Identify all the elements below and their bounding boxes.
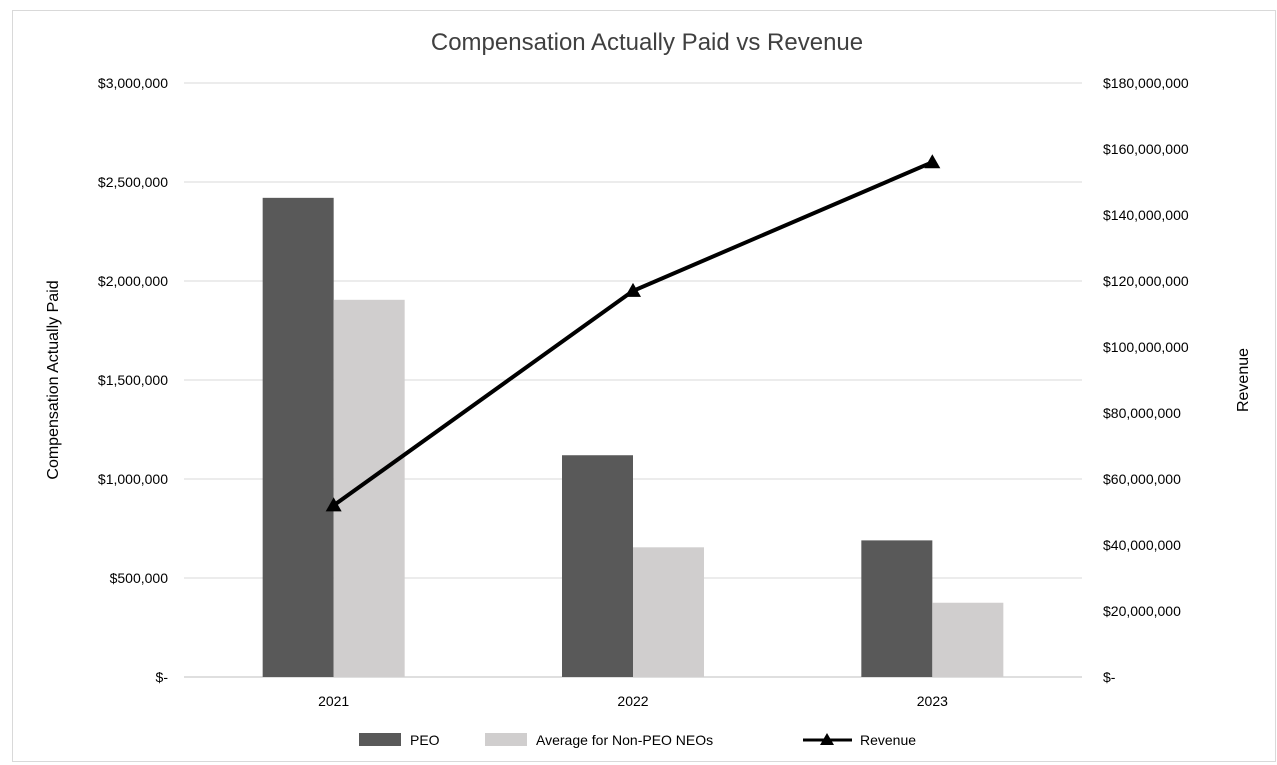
y2-axis-label: Revenue: [1235, 348, 1252, 412]
revenue-line-path: [332, 160, 934, 508]
legend-marker-revenue: [820, 733, 834, 745]
y2-tick-label: $100,000,000: [1103, 339, 1189, 355]
revenue-point-2021: [325, 497, 342, 512]
y-tick-label: $1,500,000: [98, 372, 168, 388]
legend-swatch-peo: [359, 733, 401, 746]
legend-label-revenue: Revenue: [860, 732, 916, 748]
bars: [262, 197, 1004, 677]
bar-average-for-non-peo-neos-2023: [932, 602, 1004, 677]
y-axis-label: Compensation Actually Paid: [45, 280, 62, 479]
y-tick-label: $3,000,000: [98, 75, 168, 91]
y-tick-label: $2,500,000: [98, 174, 168, 190]
y2-tick-label: $180,000,000: [1103, 75, 1189, 91]
y2-tick-label: $40,000,000: [1103, 537, 1181, 553]
chart-frame: [12, 10, 1276, 762]
y-axis-ticks: $- $500,000 $1,000,000 $1,500,000 $2,000,000…: [98, 75, 168, 685]
y2-axis-ticks: $- $20,000,000 $40,000,000 $60,000,000 $80,0…: [1103, 75, 1189, 685]
bar-average-for-non-peo-neos-2021: [333, 299, 405, 677]
y-tick-label: $1,000,000: [98, 471, 168, 487]
y2-tick-label: $140,000,000: [1103, 207, 1189, 223]
y2-tick-label: $-: [1103, 669, 1116, 685]
y2-tick-label: $80,000,000: [1103, 405, 1181, 421]
legend: PEO Average for Non-PEO NEOs Revenue: [359, 732, 916, 748]
revenue-point-2023: [924, 154, 941, 169]
bar-average-for-non-peo-neos-2022: [633, 547, 704, 677]
y2-tick-label: $60,000,000: [1103, 471, 1181, 487]
x-tick-label: 2022: [617, 693, 648, 709]
y-tick-label: $2,000,000: [98, 273, 168, 289]
x-axis-ticks: 2021 2022 2023: [318, 693, 948, 709]
y2-tick-label: $160,000,000: [1103, 141, 1189, 157]
revenue-line: [325, 154, 941, 512]
bar-peo-2021: [262, 197, 334, 677]
legend-label-non-peo: Average for Non-PEO NEOs: [536, 732, 713, 748]
chart-title: Compensation Actually Paid vs Revenue: [431, 29, 863, 56]
revenue-point-2022: [625, 282, 641, 297]
legend-label-peo: PEO: [410, 732, 440, 748]
bar-peo-2023: [861, 540, 933, 677]
y-tick-label: $-: [156, 669, 169, 685]
bar-peo-2022: [562, 455, 633, 677]
legend-swatch-non-peo: [485, 733, 527, 746]
y-tick-label: $500,000: [110, 570, 169, 586]
x-tick-label: 2021: [318, 693, 349, 709]
y2-tick-label: $20,000,000: [1103, 603, 1181, 619]
x-tick-label: 2023: [917, 693, 948, 709]
y2-tick-label: $120,000,000: [1103, 273, 1189, 289]
